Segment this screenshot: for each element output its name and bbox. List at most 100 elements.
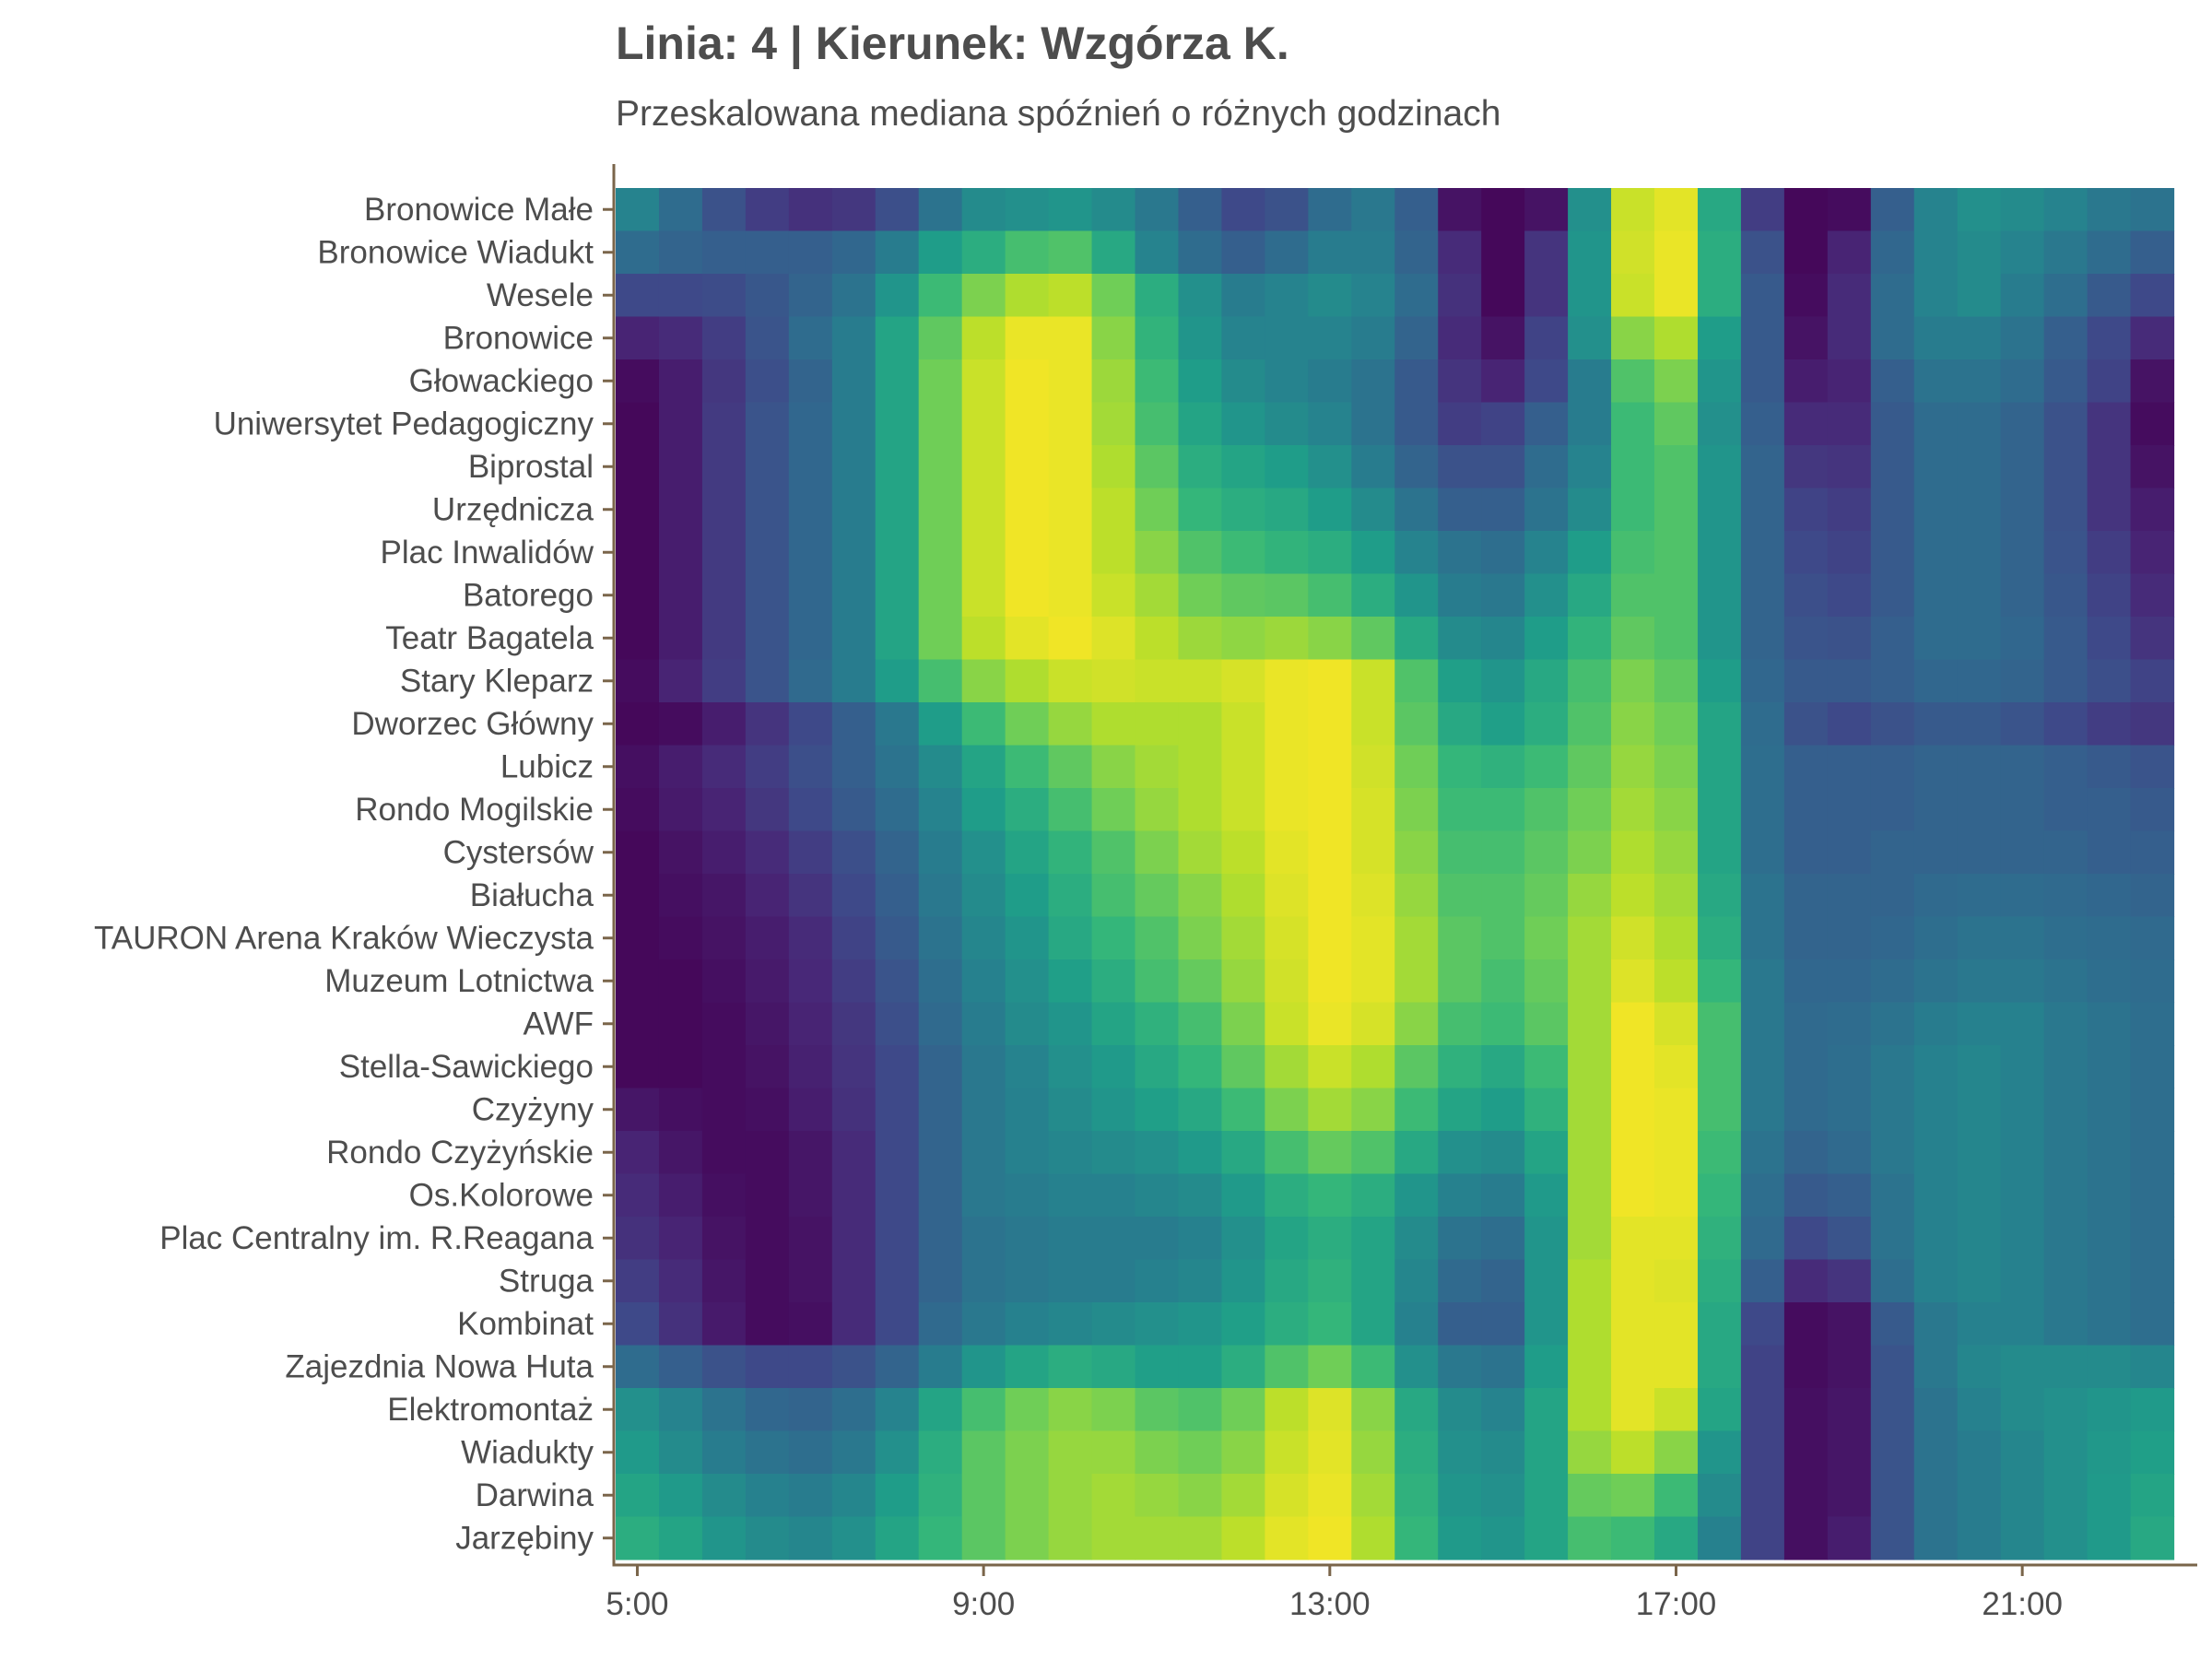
heatmap-cell	[1005, 573, 1050, 618]
heatmap-cell	[1221, 617, 1265, 661]
heatmap-cell	[1048, 702, 1093, 747]
heatmap-cell	[1783, 959, 1829, 1004]
heatmap-cell	[961, 531, 1006, 575]
heatmap-cell	[1654, 274, 1699, 318]
heatmap-cell	[1005, 445, 1050, 489]
heatmap-cell	[1783, 488, 1829, 532]
heatmap-cell	[1438, 1516, 1482, 1560]
heatmap-cell	[616, 1345, 660, 1389]
heatmap-cell	[2043, 1430, 2088, 1475]
heatmap-cell	[701, 1388, 747, 1432]
heatmap-cell	[1568, 274, 1612, 318]
heatmap-cell	[616, 1259, 660, 1303]
heatmap-cell	[1870, 1345, 1915, 1389]
heatmap-cell	[831, 316, 877, 360]
heatmap-cell	[831, 1345, 877, 1389]
heatmap-cell	[2000, 702, 2045, 747]
heatmap-cell	[745, 1302, 790, 1347]
heatmap-cell	[1611, 702, 1655, 747]
heatmap-cell	[2087, 1474, 2132, 1518]
heatmap-cell	[1178, 488, 1223, 532]
heatmap-cell	[1178, 274, 1223, 318]
heatmap-cell	[1740, 1430, 1785, 1475]
heatmap-cell	[1481, 531, 1525, 575]
heatmap-cell	[1827, 745, 1872, 789]
heatmap-cell	[1481, 1345, 1525, 1389]
heatmap-cell	[961, 1388, 1006, 1432]
heatmap-cell	[1351, 488, 1395, 532]
heatmap-cell	[658, 316, 703, 360]
heatmap-cell	[1524, 573, 1569, 618]
heatmap-cell	[788, 745, 833, 789]
heatmap-cell	[1005, 1259, 1050, 1303]
heatmap-cell	[1005, 1516, 1050, 1560]
heatmap-cell	[658, 1217, 703, 1261]
heatmap-cell	[1351, 1430, 1395, 1475]
heatmap-cell	[1135, 1516, 1180, 1560]
heatmap-cell	[875, 1516, 920, 1560]
heatmap-cell	[788, 1131, 833, 1175]
heatmap-cell	[875, 830, 920, 875]
heatmap-cell	[745, 874, 790, 918]
y-tick-label: Wiadukty	[461, 1434, 594, 1470]
heatmap-cell	[1178, 1345, 1223, 1389]
heatmap-cell	[961, 659, 1006, 703]
y-tick-label: Wesele	[487, 277, 594, 313]
heatmap-cell	[875, 617, 920, 661]
heatmap-cell	[1178, 659, 1223, 703]
heatmap-cell	[1135, 830, 1180, 875]
heatmap-cell	[1870, 1430, 1915, 1475]
heatmap-cell	[2087, 830, 2132, 875]
heatmap-cell	[1308, 1045, 1352, 1089]
heatmap-cell	[1351, 1131, 1395, 1175]
heatmap-cell	[1697, 316, 1742, 360]
heatmap-cell	[1568, 1302, 1612, 1347]
heatmap-cell	[1697, 531, 1742, 575]
heatmap-cell	[1481, 1131, 1525, 1175]
heatmap-cell	[1870, 1131, 1915, 1175]
x-tick-label: 9:00	[952, 1586, 1015, 1622]
heatmap-cell	[616, 617, 660, 661]
heatmap-cell	[1048, 874, 1093, 918]
heatmap-cell	[875, 573, 920, 618]
x-tick-label: 17:00	[1636, 1586, 1717, 1622]
heatmap-cell	[1827, 874, 1872, 918]
heatmap-cell	[788, 445, 833, 489]
heatmap-cell	[1913, 1516, 1959, 1560]
heatmap-cell	[1394, 230, 1439, 275]
heatmap-cell	[961, 1430, 1006, 1475]
heatmap-cell	[1351, 788, 1395, 832]
heatmap-cell	[1783, 830, 1829, 875]
heatmap-cell	[1913, 1045, 1959, 1089]
heatmap-cell	[1438, 1302, 1482, 1347]
heatmap-cell	[1005, 745, 1050, 789]
heatmap-cell	[1913, 402, 1959, 446]
heatmap-cell	[831, 1217, 877, 1261]
heatmap-cell	[1568, 188, 1612, 232]
heatmap-cell	[1265, 188, 1309, 232]
heatmap-cell	[1827, 1516, 1872, 1560]
heatmap-cell	[1351, 1388, 1395, 1432]
heatmap-cell	[1221, 274, 1265, 318]
heatmap-cell	[658, 488, 703, 532]
heatmap-cell	[1913, 1131, 1959, 1175]
heatmap-cell	[745, 702, 790, 747]
heatmap-cell	[1308, 916, 1352, 960]
heatmap-cell	[2130, 1002, 2175, 1046]
heatmap-cell	[1091, 659, 1136, 703]
heatmap-cell	[1568, 745, 1612, 789]
heatmap-cell	[875, 745, 920, 789]
heatmap-cell	[701, 274, 747, 318]
heatmap-cell	[2130, 1474, 2175, 1518]
heatmap-cell	[1005, 916, 1050, 960]
heatmap-cell	[918, 1388, 963, 1432]
heatmap-cell	[1524, 1173, 1569, 1218]
heatmap-cell	[2000, 916, 2045, 960]
heatmap-cell	[2087, 316, 2132, 360]
heatmap-cell	[961, 402, 1006, 446]
heatmap-cell	[745, 573, 790, 618]
heatmap-cell	[1178, 916, 1223, 960]
heatmap-cell	[1654, 1259, 1699, 1303]
heatmap-cell	[1568, 1131, 1612, 1175]
heatmap-cell	[2043, 445, 2088, 489]
